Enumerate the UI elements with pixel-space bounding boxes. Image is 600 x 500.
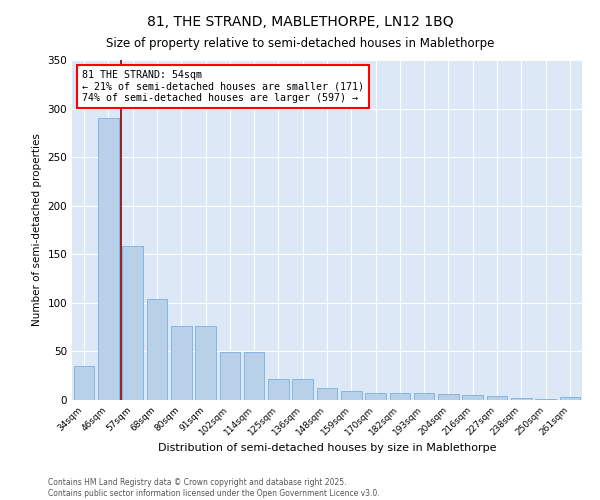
Bar <box>317 388 337 400</box>
Bar <box>535 399 556 400</box>
Bar <box>171 326 191 400</box>
Bar <box>220 352 240 400</box>
X-axis label: Distribution of semi-detached houses by size in Mablethorpe: Distribution of semi-detached houses by … <box>158 442 496 452</box>
Bar <box>511 398 532 400</box>
Bar <box>74 366 94 400</box>
Bar <box>414 393 434 400</box>
Bar <box>146 299 167 400</box>
Bar <box>463 395 483 400</box>
Bar <box>341 392 362 400</box>
Bar <box>122 246 143 400</box>
Text: 81 THE STRAND: 54sqm
← 21% of semi-detached houses are smaller (171)
74% of semi: 81 THE STRAND: 54sqm ← 21% of semi-detac… <box>82 70 364 103</box>
Text: Size of property relative to semi-detached houses in Mablethorpe: Size of property relative to semi-detach… <box>106 38 494 51</box>
Bar <box>292 378 313 400</box>
Bar <box>195 326 216 400</box>
Bar <box>268 378 289 400</box>
Bar <box>98 118 119 400</box>
Y-axis label: Number of semi-detached properties: Number of semi-detached properties <box>32 134 42 326</box>
Bar <box>244 352 265 400</box>
Bar <box>560 397 580 400</box>
Text: 81, THE STRAND, MABLETHORPE, LN12 1BQ: 81, THE STRAND, MABLETHORPE, LN12 1BQ <box>146 15 454 29</box>
Text: Contains HM Land Registry data © Crown copyright and database right 2025.
Contai: Contains HM Land Registry data © Crown c… <box>48 478 380 498</box>
Bar <box>365 393 386 400</box>
Bar <box>389 393 410 400</box>
Bar <box>487 396 508 400</box>
Bar <box>438 394 459 400</box>
